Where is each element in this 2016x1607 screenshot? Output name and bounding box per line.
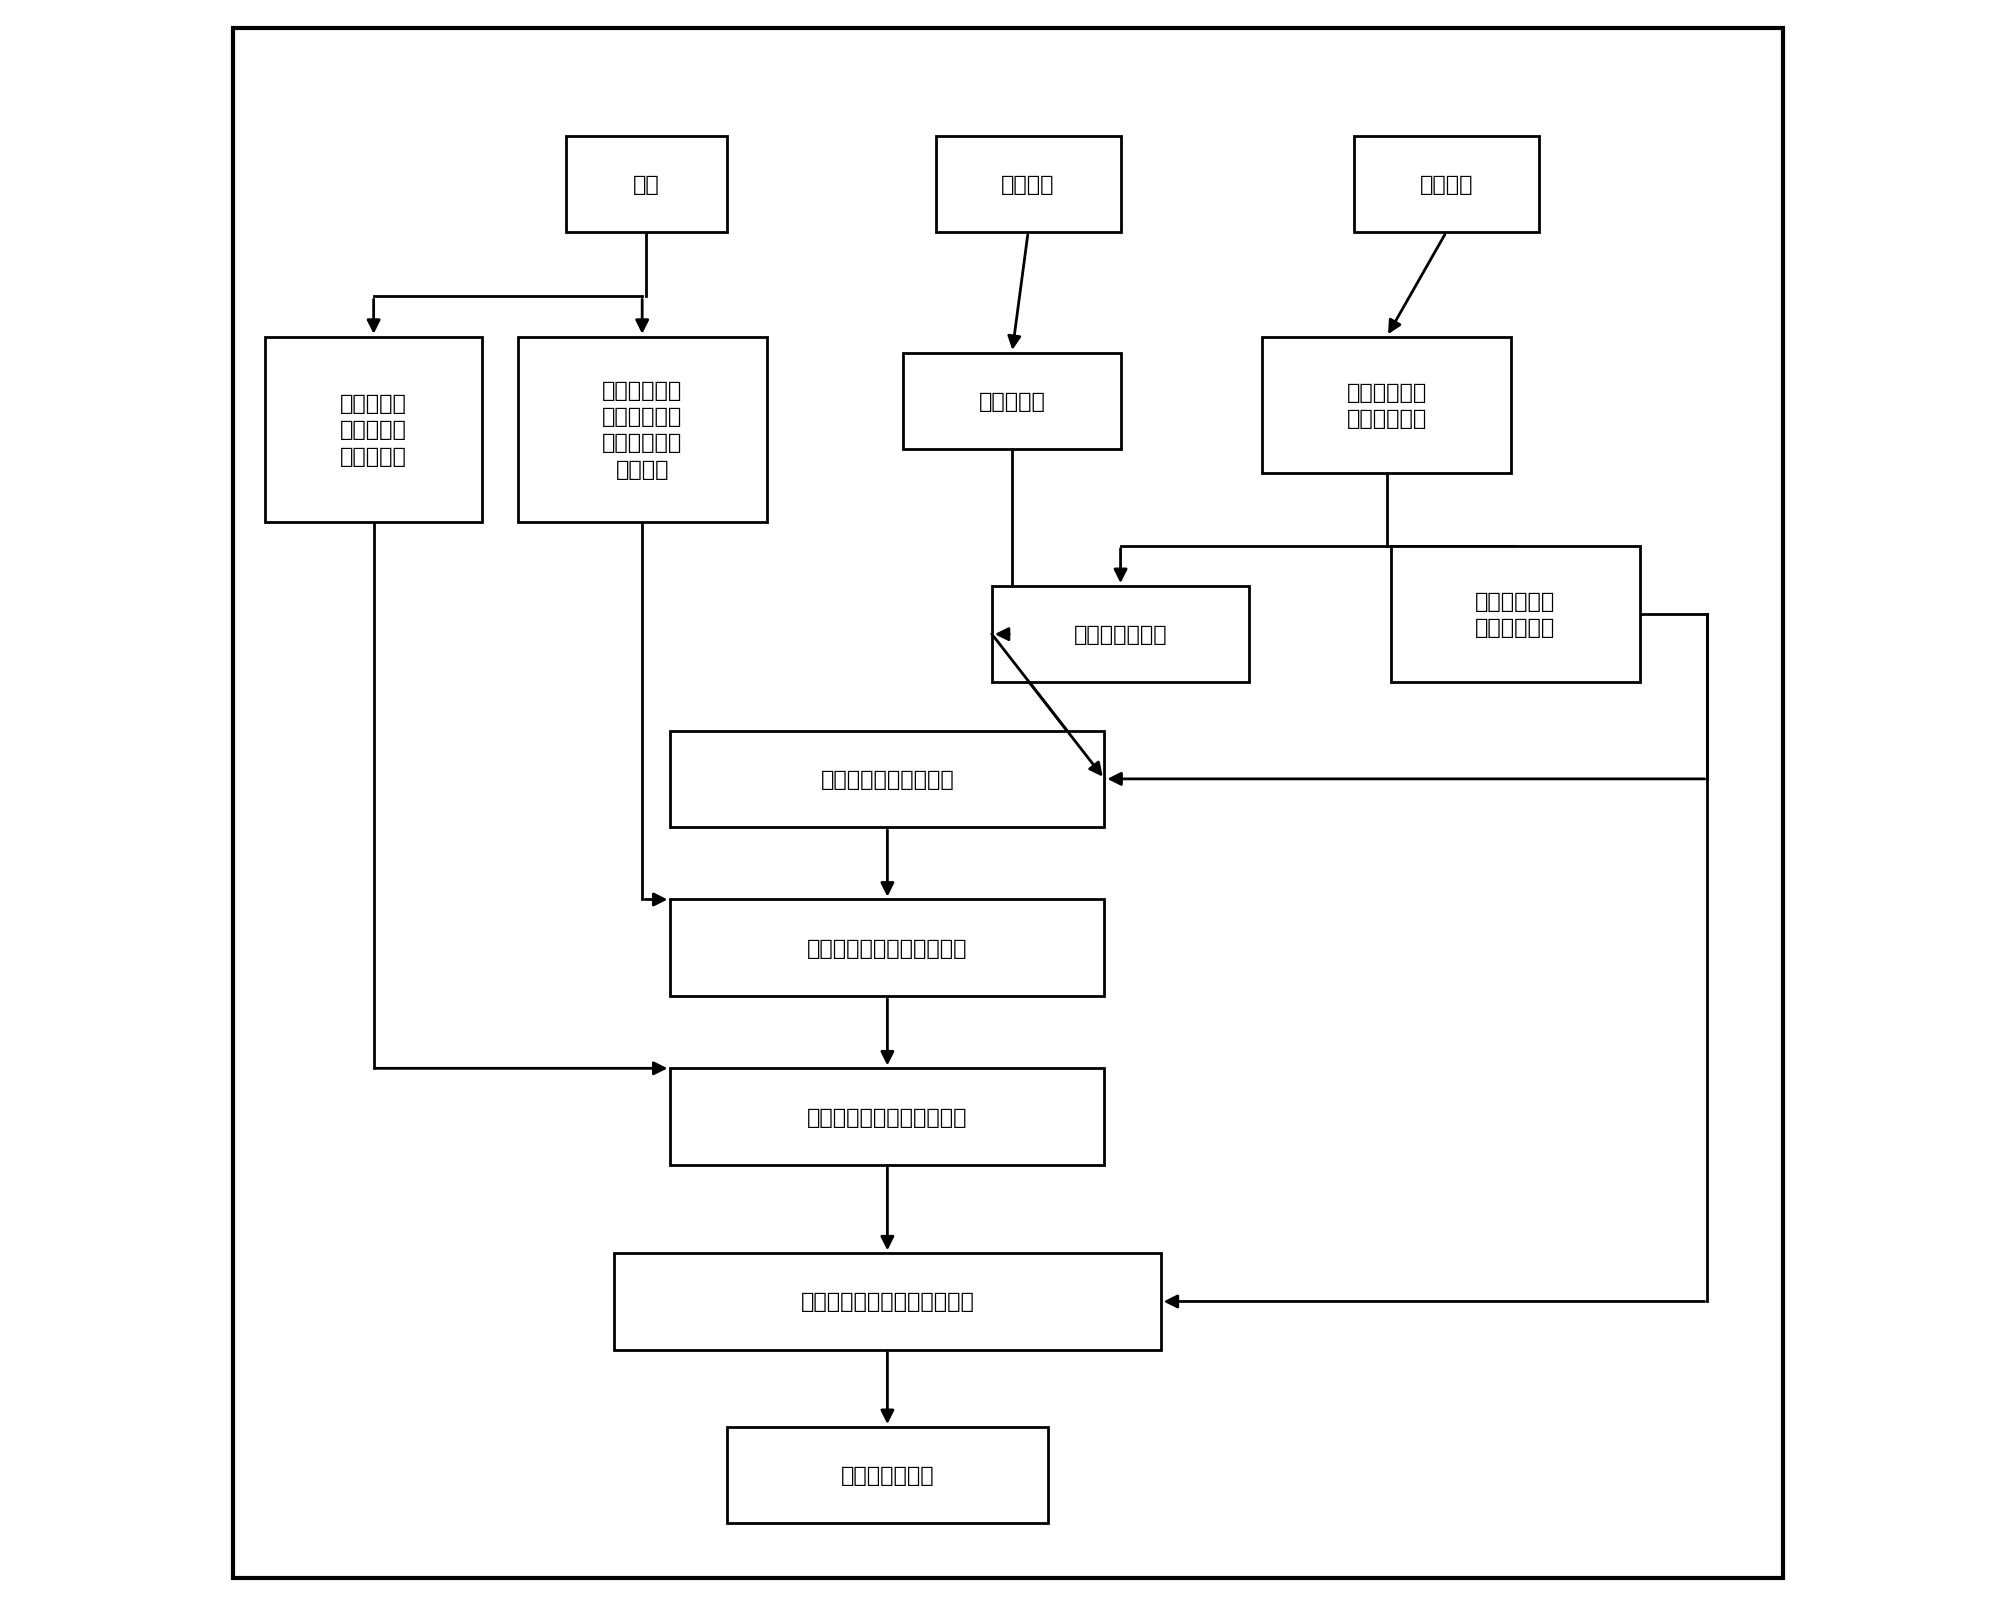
Bar	[992, 587, 1250, 683]
Text: 井筒坐标系中岩层的视产状: 井筒坐标系中岩层的视产状	[806, 938, 968, 958]
Bar	[669, 1069, 1105, 1165]
Text: 地震资料: 地震资料	[1002, 175, 1054, 194]
Text: 全井段井斜方
位角、井斜角: 全井段井斜方 位角、井斜角	[1347, 382, 1427, 429]
Text: 井斜水平投影图: 井斜水平投影图	[1075, 625, 1167, 644]
Text: 裂缝在井筒坐标系中的视产状: 裂缝在井筒坐标系中的视产状	[800, 1292, 974, 1311]
Bar	[726, 1427, 1048, 1523]
Bar	[1262, 337, 1512, 474]
Text: 井筒坐标系中裂缝的视倾向: 井筒坐标系中裂缝的视倾向	[806, 1107, 968, 1127]
Text: 量取裂缝在
井筒坐标系
中的视倾角: 量取裂缝在 井筒坐标系 中的视倾角	[341, 394, 407, 466]
Text: 取心处岩层的真实产状: 取心处岩层的真实产状	[821, 770, 954, 789]
Bar	[935, 137, 1121, 233]
Text: 取心段井斜方
位角、井斜角: 取心段井斜方 位角、井斜角	[1476, 591, 1556, 638]
Text: 钻井资料: 钻井资料	[1419, 175, 1474, 194]
Bar	[669, 731, 1105, 828]
Text: 裂缝的真实产状: 裂缝的真实产状	[841, 1466, 933, 1485]
Bar	[566, 137, 726, 233]
Text: 量取井筒坐标
系中裂缝视倾
向与岩层视倾
向的夹角: 量取井筒坐标 系中裂缝视倾 向与岩层视倾 向的夹角	[603, 381, 681, 479]
Text: 地震构造图: 地震构造图	[978, 392, 1046, 411]
Bar	[266, 337, 482, 522]
Bar	[1353, 137, 1538, 233]
Bar	[903, 354, 1121, 450]
Bar	[1391, 546, 1639, 683]
Bar	[669, 900, 1105, 996]
Bar	[518, 337, 766, 522]
Bar	[615, 1253, 1161, 1350]
Text: 岩心: 岩心	[633, 175, 659, 194]
